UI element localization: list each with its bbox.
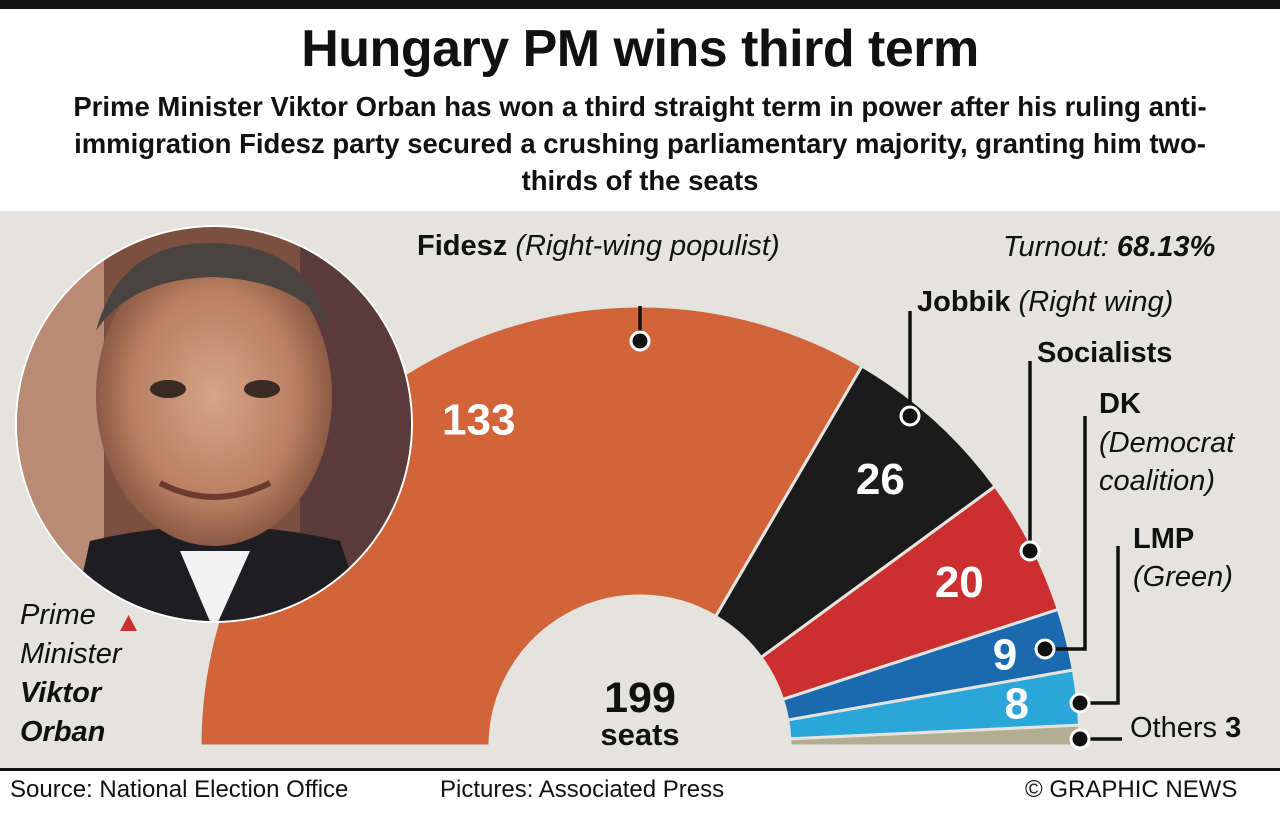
label-dk: DK [1099, 388, 1141, 420]
footer-source: Source: National Election Office [10, 776, 349, 803]
label-others: Others 3 [1130, 712, 1242, 744]
top-rule [0, 0, 1280, 9]
footer-rule [0, 768, 1280, 771]
label-fidesz: Fidesz (Right-wing populist) [417, 230, 780, 262]
portrait-photo [15, 225, 413, 623]
total-seats-number: 199 [604, 674, 676, 722]
label-dk-desc-1: (Democrat [1099, 427, 1235, 459]
value-label-jobbik: 26 [856, 455, 905, 504]
value-label-socialists: 20 [935, 558, 984, 607]
caption-minister: Minister [20, 638, 122, 670]
value-label-fidesz: 133 [442, 395, 515, 444]
chart-panel: 133 26 20 9 8 Turnout: 68.13% Fides [0, 211, 1280, 768]
label-dk-desc-2: coalition) [1099, 465, 1216, 497]
leader-line-dk [1045, 416, 1087, 651]
caption-name-first: Viktor [20, 677, 102, 709]
leader-dot-jobbik [899, 405, 921, 427]
page-title: Hungary PM wins third term [301, 20, 979, 78]
footer-credit: © GRAPHIC NEWS [1025, 776, 1238, 803]
turnout-value: 68.13% [1116, 231, 1216, 263]
leader-dot-lmp [1069, 692, 1091, 714]
label-socialists: Socialists [1037, 337, 1173, 369]
leader-line-lmp [1080, 546, 1120, 705]
value-label-lmp: 8 [1005, 680, 1029, 729]
page-subtitle: Prime Minister Viktor Orban has won a th… [73, 91, 1207, 196]
label-lmp-desc: (Green) [1133, 561, 1233, 593]
leader-dot-others [1069, 728, 1091, 750]
leader-dot-fidesz [629, 330, 651, 352]
leader-dot-dk [1034, 638, 1056, 660]
label-jobbik: Jobbik (Right wing) [917, 286, 1174, 318]
leader-lines [629, 306, 1122, 750]
caption-name-last: Orban [20, 716, 106, 748]
total-seats-unit: seats [600, 717, 680, 752]
caption-pointer-icon [120, 615, 137, 631]
label-lmp: LMP [1133, 523, 1195, 555]
leader-dot-socialists [1019, 540, 1041, 562]
footer-pictures: Pictures: Associated Press [440, 776, 725, 803]
value-label-dk: 9 [993, 630, 1017, 679]
turnout-label: Turnout: 68.13% [1003, 231, 1216, 263]
caption-prime: Prime [20, 599, 96, 631]
